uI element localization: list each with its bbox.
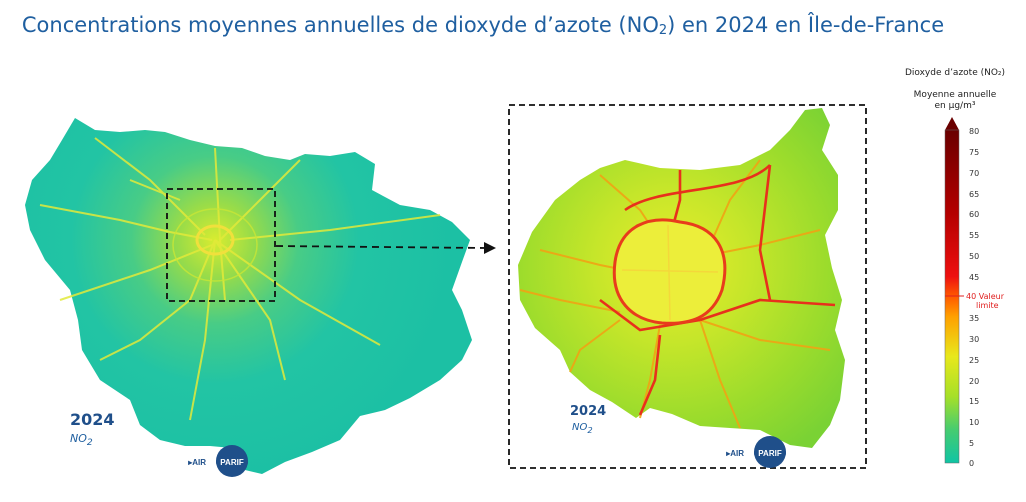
- left-species-prefix: NO: [70, 432, 87, 445]
- airparif-logo-right: PARIF ▸AIR: [725, 436, 786, 468]
- right-species-sub: 2: [587, 425, 593, 435]
- svg-text:PARIF: PARIF: [758, 449, 782, 458]
- zoom-box: [166, 188, 276, 302]
- left-year: 2024: [70, 410, 115, 429]
- legend-title: Dioxyde d’azote (NO₂): [904, 68, 1006, 78]
- region-roads: [39, 137, 441, 421]
- legend-tick: 65: [969, 190, 980, 199]
- legend-tick: 80: [969, 127, 980, 136]
- legend-colorbar: [944, 117, 964, 464]
- right-species-prefix: NO: [572, 422, 588, 433]
- legend-tick: 15: [969, 397, 980, 406]
- legend-tick: 60: [969, 210, 980, 219]
- left-species: NO2: [70, 432, 93, 448]
- zoom-map: [508, 104, 867, 469]
- legend-max-arrow: [945, 117, 959, 130]
- legend-tick: 0: [969, 459, 975, 468]
- legend-tick: 45: [969, 273, 980, 282]
- a86-ring: [172, 208, 258, 282]
- title-text-before: Concentrations moyennes annuelles de dio…: [21, 13, 659, 37]
- map-title: Concentrations moyennes annuelles de dio…: [20, 10, 946, 46]
- right-species: NO2: [572, 422, 593, 435]
- legend-tick: 10: [969, 418, 980, 427]
- title-text-after: ) en 2024 en Île-de-France: [667, 13, 945, 37]
- zoom-hot-roads: [599, 164, 836, 416]
- legend-tick: 35: [969, 314, 980, 323]
- legend-tick: 70: [969, 169, 980, 178]
- legend-subtitle-1: Moyenne annuelle: [913, 90, 997, 100]
- zoom-arrow: [275, 242, 496, 254]
- region-map: [25, 118, 472, 474]
- right-year: 2024: [570, 404, 607, 419]
- legend-tick: 55: [969, 231, 980, 240]
- legend-tick: 20: [969, 377, 980, 386]
- legend-tick: 30: [969, 335, 980, 344]
- legend-tick: 75: [969, 148, 980, 157]
- region-shape: [25, 118, 472, 474]
- legend-limit-label-1: 40 Valeur: [966, 292, 1004, 301]
- peripherique-ring: [195, 224, 235, 256]
- title-subscript: 2: [658, 23, 668, 38]
- airparif-logo-left: PARIF ▸AIR: [187, 445, 248, 477]
- legend-tick: 50: [969, 252, 980, 261]
- legend-subtitle-2: en µg/m³: [934, 101, 976, 111]
- svg-text:PARIF: PARIF: [220, 458, 244, 467]
- legend-limit-label-2: limite: [976, 301, 999, 310]
- paris-axes: [621, 224, 719, 321]
- legend-tick: 5: [969, 439, 975, 448]
- left-species-sub: 2: [86, 437, 93, 449]
- legend-tick: 25: [969, 356, 980, 365]
- svg-text:▸AIR: ▸AIR: [187, 458, 206, 467]
- svg-text:▸AIR: ▸AIR: [725, 449, 744, 458]
